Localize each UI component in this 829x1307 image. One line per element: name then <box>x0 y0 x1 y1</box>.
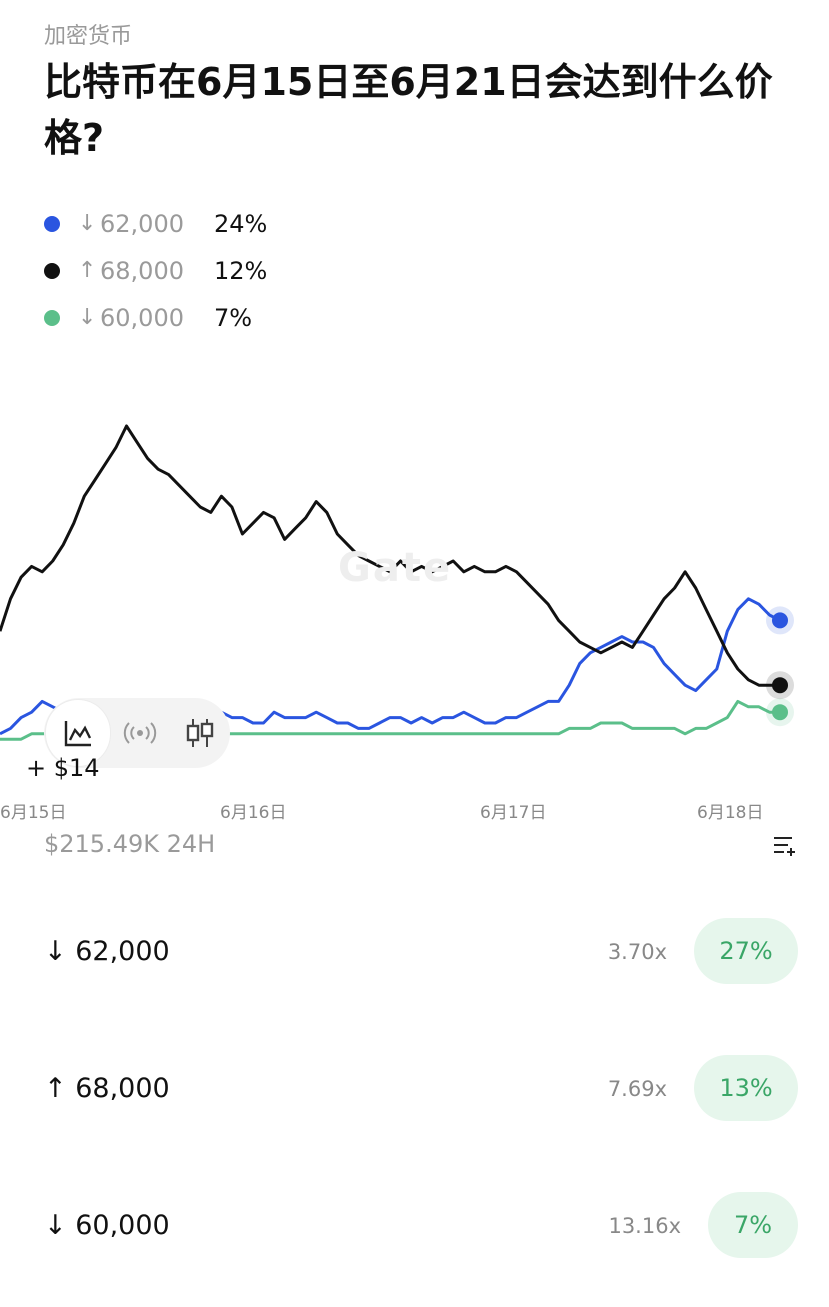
x-tick-label: 6月17日 <box>480 803 547 823</box>
category-label: 加密货币 <box>44 24 133 49</box>
payout-multiplier: 13.16x <box>608 1214 681 1238</box>
sort-button[interactable] <box>772 834 798 858</box>
payout-multiplier: 7.69x <box>607 1077 667 1101</box>
legend-dot <box>44 215 60 232</box>
broadcast-icon <box>123 722 157 744</box>
legend-label: 60,000 <box>100 303 184 332</box>
volume-24h: $215.49K 24H <box>44 830 216 858</box>
sort-list-icon <box>774 837 795 856</box>
legend-item: ↑ 68,000 12% <box>44 247 267 294</box>
line-chart-icon <box>64 721 92 747</box>
outcome-label: ↓ 62,000 <box>44 936 170 967</box>
legend-dot <box>44 309 60 326</box>
legend-direction-arrow: ↓ <box>78 305 97 330</box>
legend-percent: 7% <box>214 303 253 332</box>
candlestick-icon <box>186 719 214 747</box>
x-tick-label: 6月15日 <box>0 803 67 823</box>
legend-item: ↓ 60,000 7% <box>44 294 267 341</box>
outcome-row[interactable]: ↓ 60,000 13.16x 7% <box>0 1192 829 1262</box>
x-tick-label: 6月16日 <box>220 803 287 823</box>
legend-percent: 24% <box>214 209 268 238</box>
chart-toolbar <box>44 698 230 768</box>
outcome-label: ↑ 68,000 <box>44 1073 170 1104</box>
series-end-point <box>772 704 788 721</box>
series-end-point <box>772 677 788 694</box>
legend-direction-arrow: ↑ <box>78 258 97 283</box>
x-tick-label: 6月18日 <box>697 803 764 823</box>
legend-percent: 12% <box>214 256 268 285</box>
live-button[interactable] <box>110 698 170 768</box>
payout-multiplier: 3.70x <box>607 940 667 964</box>
series-end-point <box>772 612 788 629</box>
legend: ↓ 62,000 24% ↑ 68,000 12% ↓ 60,000 7% <box>44 200 267 341</box>
outcome-row[interactable]: ↓ 62,000 3.70x 27% <box>0 918 829 988</box>
legend-dot <box>44 262 60 279</box>
buy-percent-button[interactable]: 7% <box>708 1192 798 1258</box>
line-chart-button[interactable] <box>46 700 110 766</box>
outcome-label: ↓ 60,000 <box>44 1210 170 1241</box>
volume-change: + $14 <box>26 754 100 782</box>
legend-item: ↓ 62,000 24% <box>44 200 267 247</box>
legend-label: 68,000 <box>100 256 184 285</box>
buy-percent-button[interactable]: 27% <box>694 918 798 984</box>
watermark-logo: Gate <box>338 545 453 591</box>
legend-label: 62,000 <box>100 209 184 238</box>
legend-direction-arrow: ↓ <box>78 211 97 236</box>
page-title: 比特币在6月15日至6月21日会达到什么价格? <box>44 60 773 160</box>
series-line <box>0 424 780 687</box>
outcome-row[interactable]: ↑ 68,000 7.69x 13% <box>0 1055 829 1125</box>
candlestick-button[interactable] <box>170 698 230 768</box>
buy-percent-button[interactable]: 13% <box>694 1055 798 1121</box>
